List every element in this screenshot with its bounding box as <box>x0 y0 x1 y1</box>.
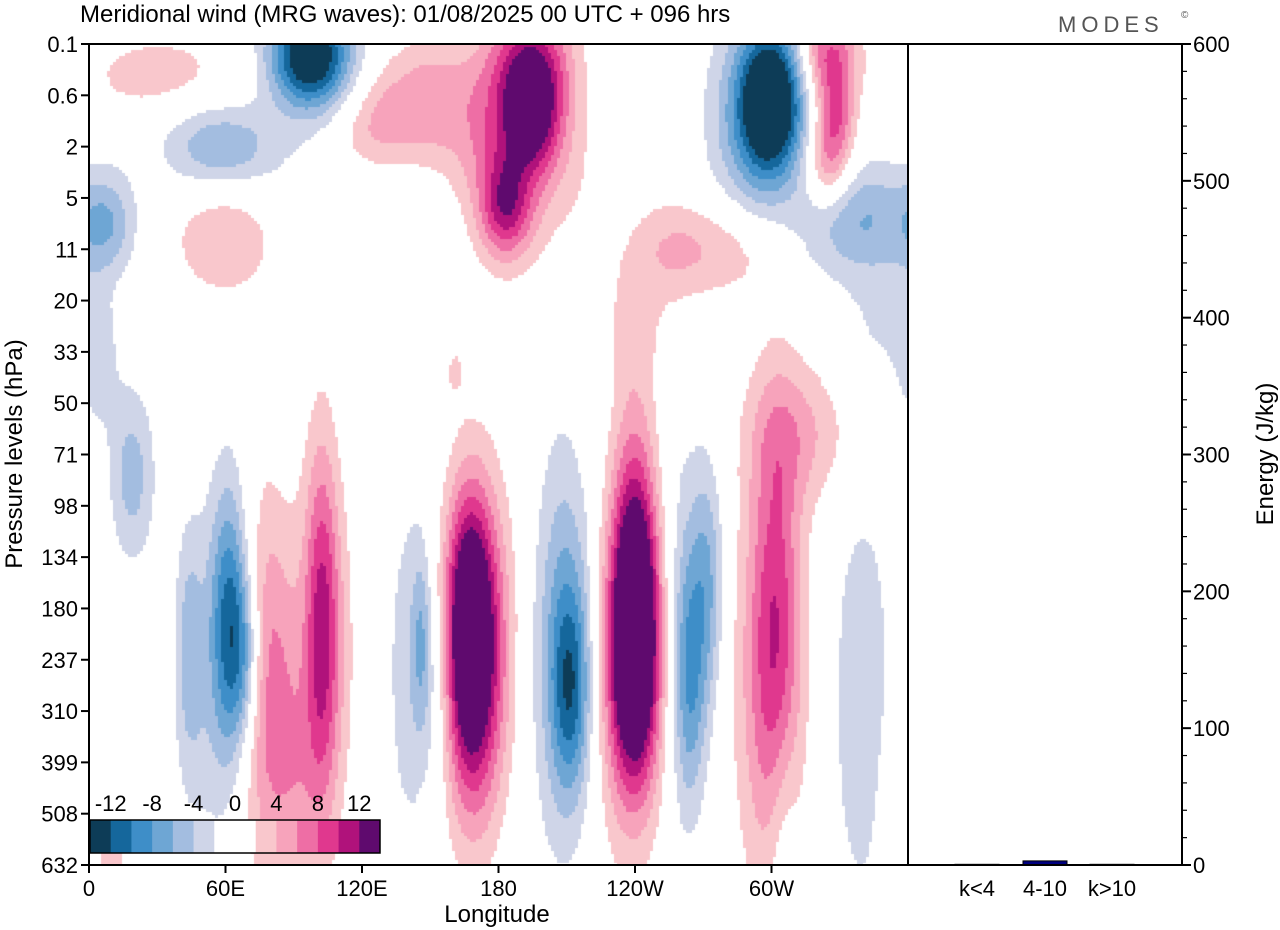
y-tick-label: 50 <box>54 391 78 416</box>
y-tick-label: 2 <box>66 135 78 160</box>
longitude-axis: 0 60E 120E 180 120W 60W <box>83 865 794 901</box>
legend-label: -12 <box>95 791 127 816</box>
legend-label: 8 <box>312 791 324 816</box>
legend-swatch <box>359 820 381 853</box>
energy-axis-label: Energy (J/kg) <box>1252 383 1279 526</box>
energy-tick-label: 200 <box>1193 579 1230 604</box>
y-tick-label: 180 <box>41 596 78 621</box>
legend-swatch <box>338 820 360 853</box>
energy-background <box>908 44 1182 865</box>
brand-text: MODES <box>1058 12 1164 37</box>
y-tick-label: 11 <box>55 237 78 262</box>
y-tick-label: 632 <box>41 853 78 878</box>
legend-swatch <box>255 820 277 853</box>
legend-swatch <box>297 820 319 853</box>
energy-tick-label: 400 <box>1193 306 1230 331</box>
y-tick-label: 0.6 <box>47 83 78 108</box>
x-tick-label: 120E <box>336 876 387 901</box>
wavenumber-label: k<4 <box>959 876 995 901</box>
legend-swatch <box>131 820 153 853</box>
x-tick-label: 60W <box>749 876 794 901</box>
wavenumber-label: k>10 <box>1088 876 1136 901</box>
legend-swatch <box>152 820 174 853</box>
y-tick-label: 237 <box>41 648 78 673</box>
y-tick-label: 5 <box>66 186 78 211</box>
x-tick-label: 60E <box>206 876 245 901</box>
y-axis-label: Pressure levels (hPa) <box>1 339 28 568</box>
legend-swatch <box>193 820 215 853</box>
x-tick-label: 180 <box>480 876 517 901</box>
x-tick-label: 0 <box>83 876 95 901</box>
energy-tick-label: 100 <box>1193 716 1230 741</box>
legend-swatch <box>90 820 112 853</box>
energy-panel: 0 100 200 300 400 500 600 k<4 4-10 k>10 Energy (… <box>907 32 1279 901</box>
y-tick-label: 310 <box>41 699 78 724</box>
y-tick-label: 0.1 <box>47 32 78 57</box>
legend-swatch <box>235 820 257 853</box>
wavenumber-axis: k<4 4-10 k>10 <box>959 876 1136 901</box>
y-tick-label: 508 <box>41 802 78 827</box>
legend-swatch <box>214 820 236 853</box>
legend-swatch <box>317 820 339 853</box>
chart-title: Meridional wind (MRG waves): 01/08/2025 … <box>80 1 730 28</box>
wavenumber-label: 4-10 <box>1023 876 1067 901</box>
legend-label: 4 <box>270 791 282 816</box>
energy-tick-label: 500 <box>1193 169 1230 194</box>
legend-frame <box>89 819 381 854</box>
y-tick-label: 98 <box>54 494 78 519</box>
pressure-axis: 0.1 0.6 2 5 11 20 33 50 71 98 134 180 237 310 399 508 63… <box>41 32 89 878</box>
contour-field <box>89 44 908 865</box>
energy-axis: 0 100 200 300 400 500 600 <box>1182 32 1230 878</box>
legend-swatch <box>110 820 132 853</box>
legend-label: 0 <box>229 791 241 816</box>
y-tick-label: 20 <box>54 289 78 314</box>
legend-swatch <box>172 820 194 853</box>
brand-mark: © <box>1181 10 1189 21</box>
y-tick-label: 399 <box>41 750 78 775</box>
x-tick-label: 120W <box>606 876 664 901</box>
energy-tick-label: 0 <box>1193 853 1205 878</box>
y-tick-label: 71 <box>54 443 78 468</box>
contour-canvas <box>89 44 908 865</box>
legend-label: -4 <box>184 791 204 816</box>
legend-label: -8 <box>142 791 162 816</box>
x-axis-label: Longitude <box>444 901 549 928</box>
energy-tick-label: 600 <box>1193 32 1230 57</box>
heatmap-panel: 0.1 0.6 2 5 11 20 33 50 71 98 134 180 237 310 399 508 63… <box>1 32 909 928</box>
y-tick-label: 33 <box>54 340 78 365</box>
color-legend: -12 -8 -4 0 4 8 12 <box>89 791 381 854</box>
y-tick-label: 134 <box>41 545 78 570</box>
legend-label: 12 <box>347 791 371 816</box>
legend-swatch <box>276 820 298 853</box>
brand-logo: MODES © <box>1058 10 1189 37</box>
energy-tick-label: 300 <box>1193 443 1230 468</box>
